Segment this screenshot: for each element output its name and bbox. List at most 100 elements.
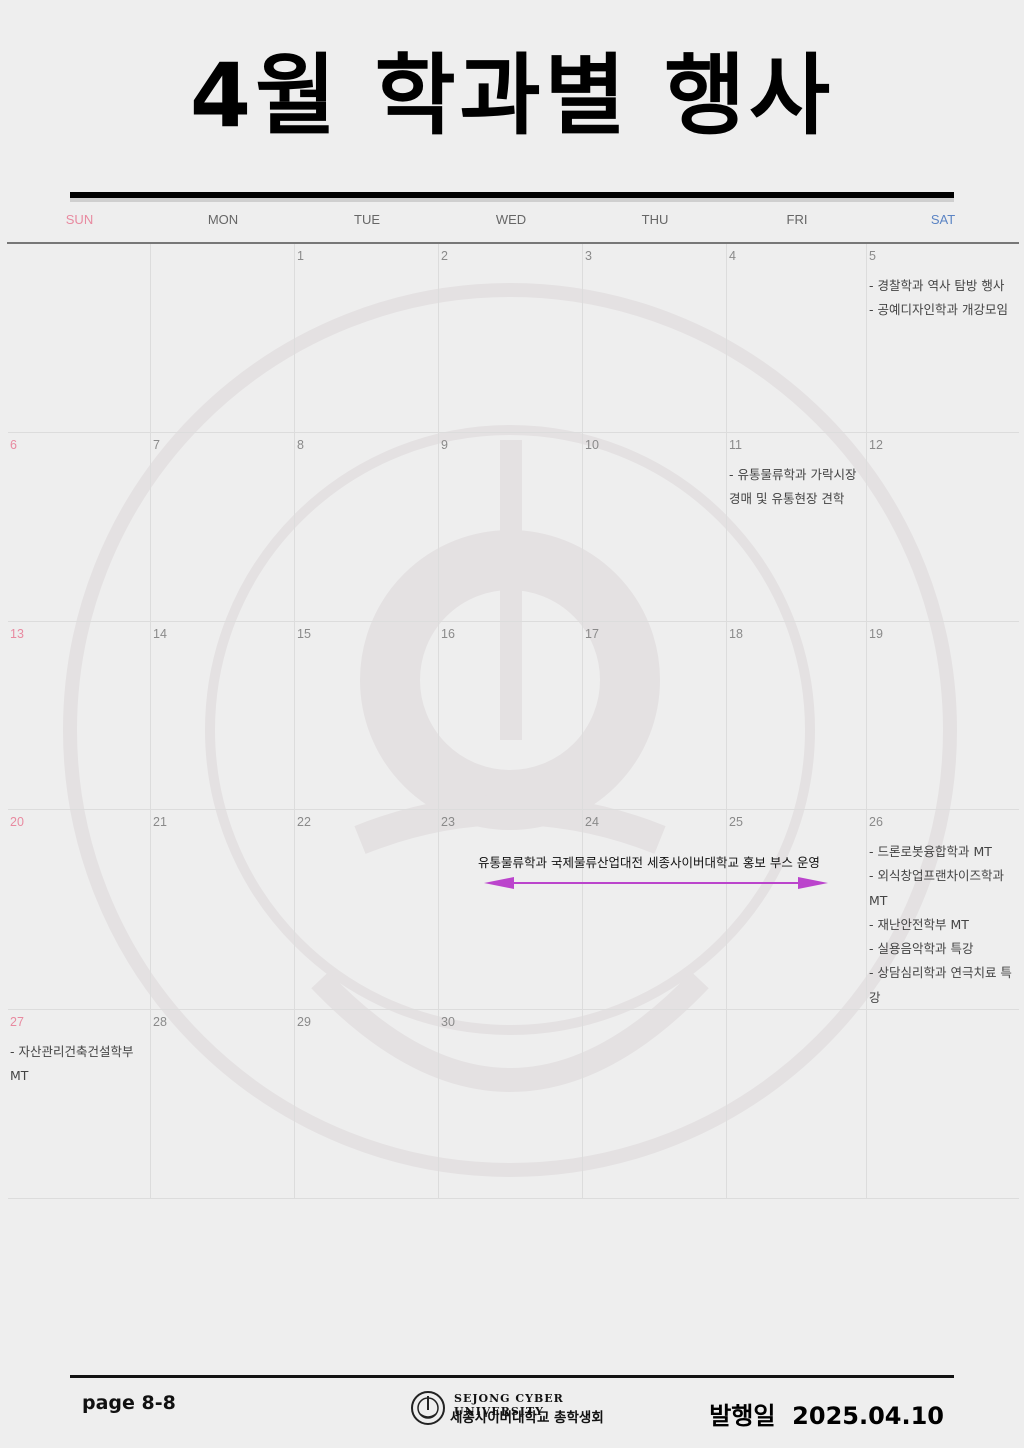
weekday-fri: FRI (786, 212, 808, 227)
day-cell: 24 (583, 810, 727, 1010)
day-cell: 26 - 드론로봇융합학과 MT - 외식창업프랜차이즈학과 MT - 재난안전학부 … (867, 810, 1019, 1010)
event-list: - 유통물류학과 가락시장 경매 및 유통현장 견학 (729, 463, 862, 512)
day-cell: 23 (439, 810, 583, 1010)
weekday-sat: SAT (930, 212, 956, 227)
event-list: - 경찰학과 역사 탐방 행사 - 공예디자인학과 개강모임 (869, 274, 1015, 323)
footer-logo: SEJONG CYBER UNIVERSITY 세종사이버대학교 총학생회 (410, 1390, 630, 1426)
header-rule-shadow (70, 198, 954, 202)
day-cell: 18 (727, 622, 867, 810)
day-cell: 21 (151, 810, 295, 1010)
day-number: 27 (10, 1015, 24, 1029)
event-item: - 재난안전학부 MT (869, 916, 969, 932)
day-number: 29 (297, 1015, 311, 1029)
day-number: 30 (441, 1015, 455, 1029)
page-title: 4월 학과별 행사 (189, 44, 835, 147)
day-cell: 7 (151, 433, 295, 622)
event-item: - 자산관리건축건설학부 MT (10, 1044, 134, 1084)
issue-label: 발행일 (709, 1402, 776, 1430)
day-cell: 30 (439, 1010, 583, 1199)
page-number: page 8-8 (82, 1392, 176, 1414)
day-number: 11 (729, 438, 742, 452)
day-number: 9 (441, 438, 448, 452)
day-cell: 2 (439, 244, 583, 433)
logo-english-name: SEJONG CYBER UNIVERSITY (454, 1392, 564, 1418)
issue-date: 발행일 2025.04.10 (709, 1396, 944, 1431)
event-item: - 실용음악학과 특강 (869, 941, 974, 957)
day-number: 22 (297, 815, 311, 829)
day-number: 1 (297, 249, 304, 263)
event-list: - 드론로봇융합학과 MT - 외식창업프랜차이즈학과 MT - 재난안전학부 MT… (869, 840, 1015, 1010)
day-number: 2 (441, 249, 448, 263)
day-cell: 28 (151, 1010, 295, 1199)
day-number: 28 (153, 1015, 167, 1029)
day-number: 26 (869, 815, 883, 829)
day-cell: 16 (439, 622, 583, 810)
day-number: 16 (441, 627, 455, 641)
day-cell: 14 (151, 622, 295, 810)
weekday-wed: WED (495, 212, 527, 227)
double-arrow-icon (484, 877, 828, 889)
day-cell: 27 - 자산관리건축건설학부 MT (8, 1010, 151, 1199)
day-cell (727, 1010, 867, 1199)
day-cell (8, 244, 151, 433)
day-number: 21 (153, 815, 167, 829)
day-cell: 25 (727, 810, 867, 1010)
day-cell: 22 (295, 810, 439, 1010)
day-number: 20 (10, 815, 24, 829)
day-cell: 5 - 경찰학과 역사 탐방 행사 - 공예디자인학과 개강모임 (867, 244, 1019, 433)
day-cell (867, 1010, 1019, 1199)
spanning-event-label: 유통물류학과 국제물류산업대전 세종사이버대학교 홍보 부스 운영 (478, 855, 820, 870)
day-cell: 4 (727, 244, 867, 433)
event-item: - 상담심리학과 연극치료 특강 (869, 965, 1012, 1005)
day-number: 24 (585, 815, 599, 829)
day-number: 12 (869, 438, 883, 452)
day-number: 25 (729, 815, 743, 829)
header-rule (70, 192, 954, 198)
day-number: 7 (153, 438, 160, 452)
day-number: 19 (869, 627, 883, 641)
day-cell (151, 244, 295, 433)
weekday-tue: TUE (354, 212, 380, 227)
day-cell: 19 (867, 622, 1019, 810)
day-cell (583, 1010, 727, 1199)
event-item: - 유통물류학과 가락시장 경매 및 유통현장 견학 (729, 467, 857, 507)
day-cell: 3 (583, 244, 727, 433)
university-seal-icon (411, 1391, 445, 1425)
day-cell: 1 (295, 244, 439, 433)
day-cell: 8 (295, 433, 439, 622)
day-cell: 15 (295, 622, 439, 810)
event-item: - 외식창업프랜차이즈학과 MT (869, 868, 1004, 908)
footer-rule (70, 1375, 954, 1378)
day-number: 14 (153, 627, 167, 641)
logo-korean-name: 세종사이버대학교 총학생회 (450, 1410, 604, 1426)
day-number: 17 (585, 627, 599, 641)
day-cell: 9 (439, 433, 583, 622)
day-number: 6 (10, 438, 17, 452)
day-cell: 20 (8, 810, 151, 1010)
weekday-mon: MON (207, 212, 239, 227)
day-number: 18 (729, 627, 743, 641)
event-item: - 경찰학과 역사 탐방 행사 (869, 278, 1005, 293)
day-number: 5 (869, 249, 876, 263)
day-cell: 11 - 유통물류학과 가락시장 경매 및 유통현장 견학 (727, 433, 867, 622)
weekday-sun: SUN (65, 212, 94, 227)
day-number: 15 (297, 627, 311, 641)
day-cell: 29 (295, 1010, 439, 1199)
day-number: 8 (297, 438, 304, 452)
day-number: 23 (441, 815, 455, 829)
day-cell: 6 (8, 433, 151, 622)
day-number: 13 (10, 627, 24, 641)
day-cell: 10 (583, 433, 727, 622)
day-number: 10 (585, 438, 599, 452)
event-item: - 드론로봇융합학과 MT (869, 844, 992, 859)
event-list: - 자산관리건축건설학부 MT (10, 1040, 146, 1089)
day-cell: 17 (583, 622, 727, 810)
day-cell: 13 (8, 622, 151, 810)
event-item: - 공예디자인학과 개강모임 (869, 302, 1008, 318)
header-divider (7, 242, 1019, 244)
weekday-thu: THU (641, 212, 669, 227)
issue-date-value: 2025.04.10 (792, 1402, 944, 1430)
day-number: 4 (729, 249, 736, 263)
day-number: 3 (585, 249, 592, 263)
